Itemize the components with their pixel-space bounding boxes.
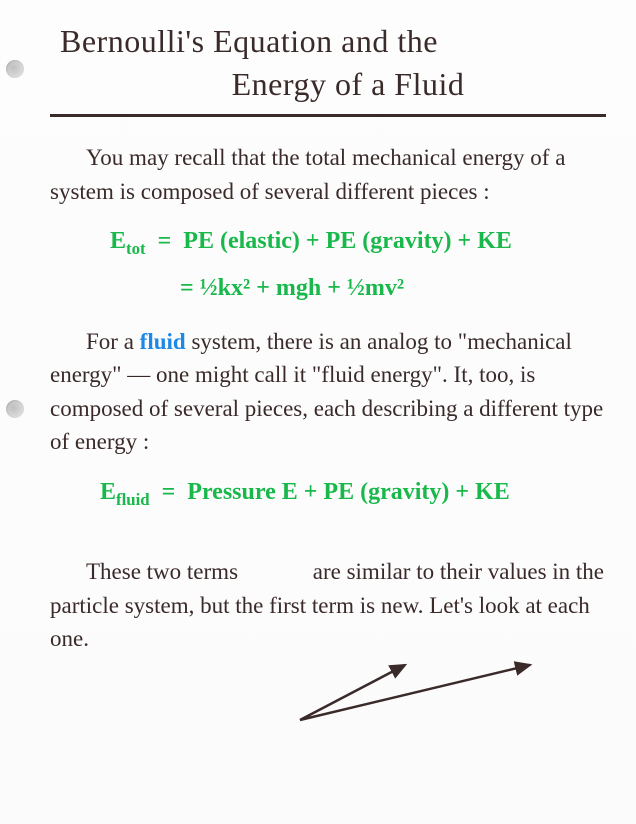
title-line-1: Bernoulli's Equation and the [50,20,606,63]
title-line-2: Energy of a Fluid [50,63,606,106]
eq1-lhs: E [110,228,126,254]
equation-total-energy-expanded: = ½kx² + mgh + ½mv² [180,269,606,307]
eq3-lhs-sub: fluid [116,489,150,508]
equation-total-energy: Etot = PE (elastic) + PE (gravity) + KE [110,222,606,263]
binder-hole [6,60,24,78]
paragraph-2: For a fluid system, there is an analog t… [50,325,606,458]
equation-fluid-energy: Efluid = Pressure E + PE (gravity) + KE [100,473,606,514]
title-underline [50,114,606,117]
paragraph-1: You may recall that the total mechanical… [50,141,606,208]
eq1-lhs-sub: tot [126,239,146,258]
fluid-keyword: fluid [140,329,186,354]
page-title: Bernoulli's Equation and the Energy of a… [50,20,606,106]
notebook-page: Bernoulli's Equation and the Energy of a… [0,0,636,824]
paragraph-3: These two terms are similar to their val… [50,555,606,655]
para2a: For a [86,329,140,354]
eq3-lhs: E [100,479,116,505]
eq3-rhs: Pressure E + PE (gravity) + KE [187,479,509,505]
binder-hole [6,400,24,418]
eq1-rhs: PE (elastic) + PE (gravity) + KE [183,228,512,254]
